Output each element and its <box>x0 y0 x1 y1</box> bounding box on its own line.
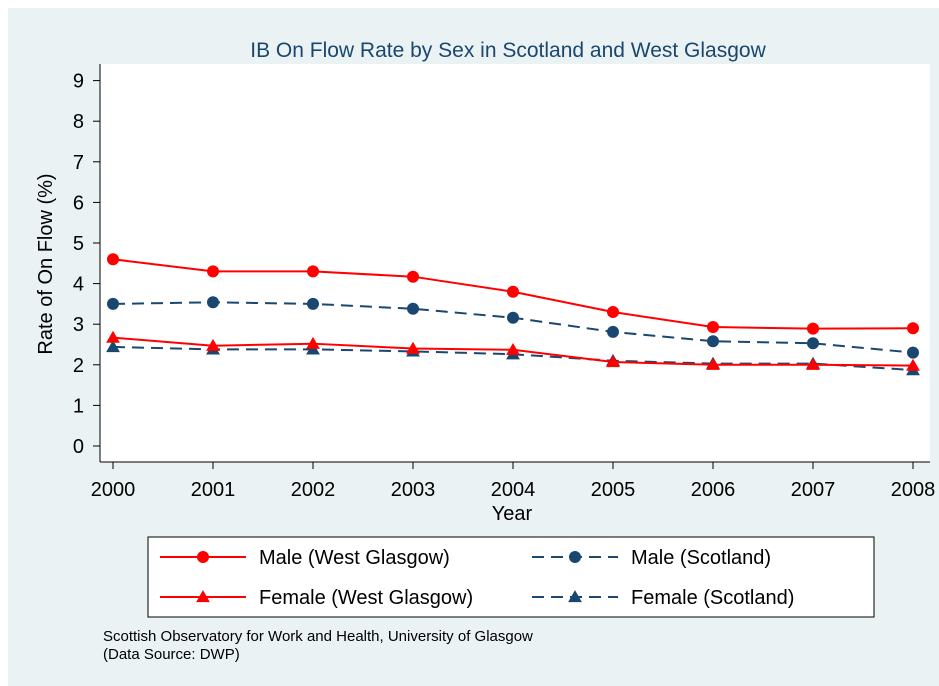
legend-label: Male (West Glasgow) <box>259 547 450 569</box>
y-tick-label: 4 <box>73 274 84 296</box>
y-tick-label: 7 <box>73 152 84 174</box>
x-axis-label: Year <box>492 503 533 525</box>
legend-marker <box>569 551 581 563</box>
legend-box <box>147 536 875 618</box>
data-point <box>207 265 219 278</box>
data-point <box>307 265 319 278</box>
legend-item: Female (Scotland) <box>532 587 794 609</box>
x-tick-label: 2007 <box>791 479 836 501</box>
chart-title: IB On Flow Rate by Sex in Scotland and W… <box>250 39 766 62</box>
series-female-west-glasgow <box>106 330 920 371</box>
y-tick-label: 2 <box>73 355 84 377</box>
data-point <box>507 285 519 298</box>
data-point <box>406 341 420 354</box>
legend-label: Male (Scotland) <box>631 547 771 569</box>
source-note-line-2: (Data Source: DWP) <box>103 646 240 663</box>
data-point <box>506 342 520 355</box>
data-point <box>806 357 820 370</box>
data-point <box>307 297 319 310</box>
data-point <box>607 306 619 319</box>
y-tick-label: 8 <box>73 111 84 133</box>
data-point <box>507 311 519 324</box>
data-point <box>407 270 419 283</box>
data-point <box>107 297 119 310</box>
x-tick-label: 2001 <box>191 479 236 501</box>
legend-label: Female (Scotland) <box>631 587 794 609</box>
legend: Male (West Glasgow) Male (Scotland) Female… <box>160 547 794 609</box>
x-tick-label: 2006 <box>691 479 736 501</box>
data-point <box>706 357 720 370</box>
data-point <box>207 296 219 309</box>
x-axis-ticks: 2000 2001 2002 2003 2004 2005 2006 2007 2008 <box>91 462 936 501</box>
data-point <box>906 358 920 371</box>
x-tick-label: 2004 <box>491 479 536 501</box>
y-tick-label: 6 <box>73 192 84 214</box>
series-male-west-glasgow <box>107 253 919 335</box>
y-tick-label: 1 <box>73 395 84 417</box>
data-point <box>907 322 919 335</box>
data-point <box>106 340 120 353</box>
legend-marker <box>196 590 210 603</box>
x-tick-label: 2008 <box>891 479 936 501</box>
source-note-line-1: Scottish Observatory for Work and Health… <box>103 628 533 645</box>
data-point <box>607 325 619 338</box>
x-tick-label: 2003 <box>391 479 436 501</box>
legend-marker <box>568 590 582 603</box>
y-tick-label: 0 <box>73 436 84 458</box>
data-point <box>107 253 119 266</box>
data-point <box>707 335 719 348</box>
legend-item: Female (West Glasgow) <box>160 587 473 609</box>
legend-item: Male (Scotland) <box>532 547 771 569</box>
x-tick-label: 2005 <box>591 479 636 501</box>
plot-area <box>100 64 930 462</box>
series-layer <box>106 253 920 376</box>
data-point <box>707 321 719 334</box>
y-axis-label: Rate of On Flow (%) <box>35 173 57 354</box>
data-point <box>606 355 620 368</box>
y-tick-label: 3 <box>73 314 84 336</box>
y-tick-label: 9 <box>73 71 84 93</box>
data-point <box>206 338 220 351</box>
legend-marker <box>197 551 209 563</box>
data-point <box>807 337 819 350</box>
y-tick-label: 5 <box>73 233 84 255</box>
data-point <box>306 336 320 349</box>
legend-item: Male (West Glasgow) <box>160 547 450 569</box>
data-point <box>807 322 819 335</box>
y-axis-ticks: 0 1 2 3 4 5 6 7 8 9 <box>73 71 100 458</box>
data-point <box>907 346 919 359</box>
legend-label: Female (West Glasgow) <box>259 587 473 609</box>
x-tick-label: 2002 <box>291 479 336 501</box>
data-point <box>407 302 419 315</box>
series-male-scotland <box>107 296 919 359</box>
data-point <box>106 330 120 343</box>
x-tick-label: 2000 <box>91 479 136 501</box>
